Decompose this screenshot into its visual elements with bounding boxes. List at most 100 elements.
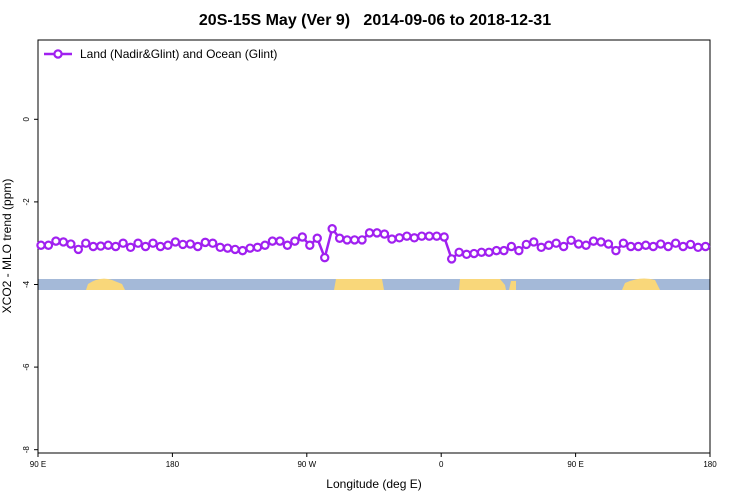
point [446,254,457,264]
x-tick-label: 0 [439,460,444,469]
point [185,239,196,249]
point [208,238,218,248]
point [626,241,636,252]
point [558,241,569,252]
point [491,245,502,256]
point [372,228,382,238]
point [461,249,472,260]
point [275,236,285,246]
point [133,238,143,248]
x-tick-label: 180 [703,460,717,469]
point [678,241,688,252]
point [230,244,240,255]
point [469,248,479,259]
point [66,239,76,249]
point [618,238,629,248]
point [693,242,703,253]
point [282,240,293,250]
point [88,241,98,252]
land-band [86,278,125,290]
point [178,239,188,250]
point [312,233,322,243]
land-band [459,279,506,290]
point [155,241,166,252]
legend-label: Land (Nadir&Glint) and Ocean (Glint) [80,47,277,61]
point [320,252,330,263]
point [417,231,427,241]
y-tick-label: 0 [22,117,31,122]
point [118,238,128,248]
point [364,228,375,238]
point [110,241,121,252]
point [148,238,158,248]
point [357,235,367,245]
point [245,243,255,253]
land-band [622,278,660,290]
point [290,236,300,246]
point [573,239,584,249]
y-tick-label: -2 [22,198,31,206]
point [200,237,210,248]
land-ocean-band [38,278,710,290]
point [641,240,651,250]
point [670,238,681,248]
legend-marker [53,49,63,59]
point [342,235,352,245]
point [305,240,315,250]
point [163,240,173,250]
point [700,241,711,252]
point [43,240,54,250]
point [499,245,509,256]
point [529,237,539,247]
point [611,245,621,256]
point [387,234,397,244]
point [96,241,106,251]
point [349,235,360,245]
point [140,241,151,252]
point [394,233,405,243]
point [73,244,84,255]
point [506,241,517,252]
x-tick-label: 90 E [30,460,46,469]
point [663,241,673,252]
point [409,233,420,243]
point [81,238,91,248]
point [596,237,606,247]
point [334,233,345,243]
point [103,240,113,250]
point [260,240,270,250]
point [476,247,487,257]
point [125,242,136,253]
x-tick-label: 90 E [567,460,583,469]
x-axis-label: Longitude (deg E) [326,477,421,491]
point [402,231,412,241]
point [566,235,576,246]
point [685,239,696,250]
x-tick-label: 180 [166,460,180,469]
point [588,236,599,246]
point [544,240,554,250]
point [237,245,248,256]
point [252,242,263,253]
land-band [509,281,516,290]
point [222,243,233,253]
y-axis-label: XCO2 - MLO trend (ppm) [0,179,14,314]
point [432,231,442,241]
land-band [334,279,384,290]
point [58,237,69,247]
x-tick-label: 90 W [297,460,316,469]
point [424,231,434,241]
chart-title: 20S-15S May (Ver 9) 2014-09-06 to 2018-1… [199,12,551,29]
point [454,247,464,257]
y-tick-label: -6 [22,363,31,371]
point [439,232,449,242]
point [379,229,390,239]
point [484,247,494,257]
point [603,239,614,249]
point [648,241,658,252]
point [633,241,644,252]
point [267,236,278,246]
point [297,232,308,242]
point [193,241,203,252]
